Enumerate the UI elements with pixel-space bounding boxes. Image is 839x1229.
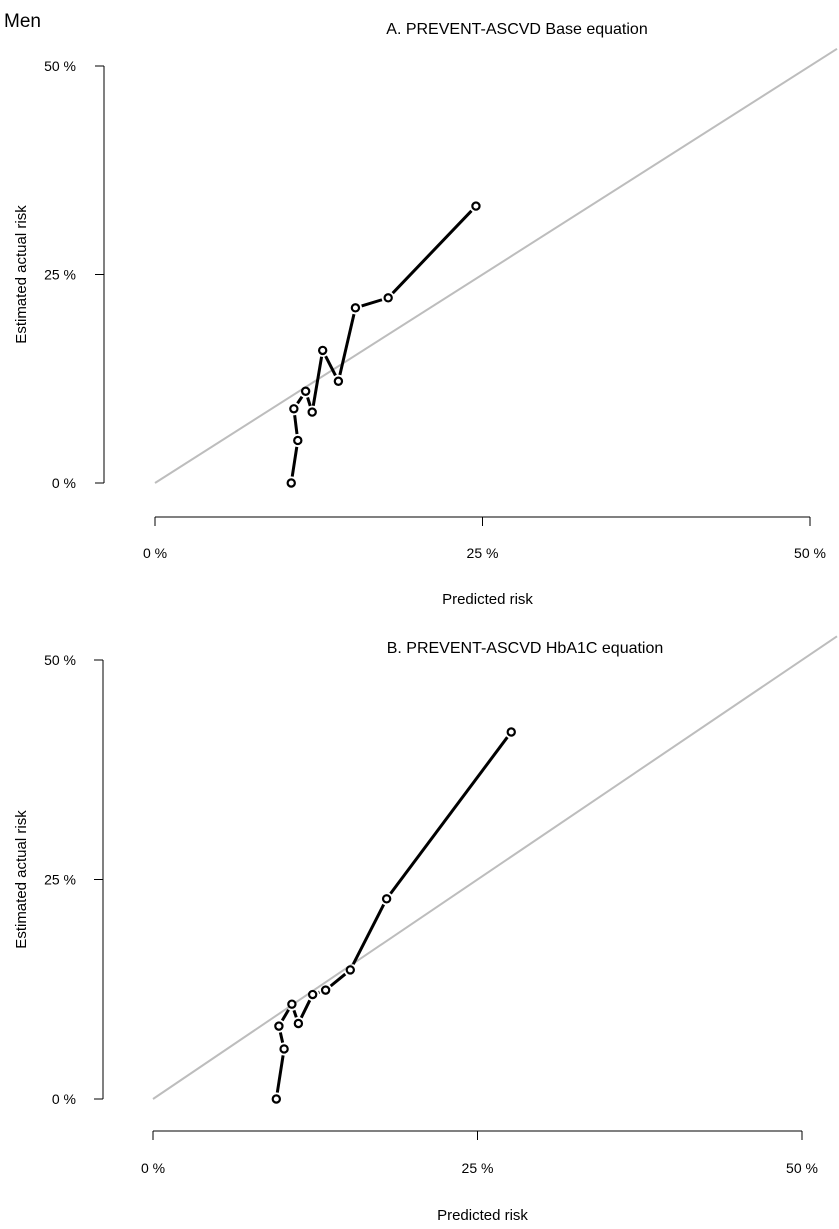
x-tick-label: 0 % xyxy=(143,545,167,561)
y-tick-label: 0 % xyxy=(52,1091,76,1107)
data-point xyxy=(345,965,355,975)
data-point xyxy=(471,201,481,211)
group-label: Men xyxy=(4,11,41,32)
data-point xyxy=(317,345,328,356)
series-segment xyxy=(361,298,383,308)
series-segment xyxy=(329,972,347,988)
series-segment xyxy=(299,999,312,1019)
data-point xyxy=(381,894,392,904)
series-segment xyxy=(292,1009,298,1018)
series-segment xyxy=(338,313,356,376)
data-point xyxy=(274,1021,284,1031)
series-segment xyxy=(293,415,299,435)
data-point xyxy=(307,989,318,1000)
data-point xyxy=(307,407,317,417)
y-tick-label: 25 % xyxy=(44,872,76,888)
series-segment xyxy=(296,395,304,405)
y-tick-label: 50 % xyxy=(44,58,76,74)
data-point xyxy=(333,376,344,386)
series-segment xyxy=(290,446,299,477)
series-segment xyxy=(275,1055,285,1093)
data-point xyxy=(289,404,299,414)
chart-title: A. PREVENT-ASCVD Base equation xyxy=(386,21,647,38)
data-point xyxy=(271,1094,282,1104)
x-tick-label: 25 % xyxy=(462,1160,494,1176)
panel-b: B. PREVENT-ASCVD HbA1C equation 0 % 25 % 50… xyxy=(13,635,838,1224)
x-tick-label: 50 % xyxy=(794,545,826,561)
series-segment xyxy=(306,397,312,407)
data-point xyxy=(350,303,361,313)
data-point xyxy=(286,478,296,488)
x-tick-label: 50 % xyxy=(786,1160,818,1176)
series-segment xyxy=(278,1032,285,1043)
x-tick-label: 25 % xyxy=(467,545,499,561)
data-point xyxy=(287,999,297,1009)
data-point xyxy=(279,1044,289,1054)
series-segment xyxy=(280,1009,290,1022)
y-tick-label: 0 % xyxy=(52,475,76,491)
x-tick-label: 0 % xyxy=(141,1160,165,1176)
data-point xyxy=(300,386,311,396)
series-segment xyxy=(391,209,473,295)
y-tick-label: 50 % xyxy=(44,652,76,668)
reference-line xyxy=(154,47,838,484)
x-axis-label: Predicted risk xyxy=(442,591,533,608)
data-point xyxy=(293,435,303,446)
data-point xyxy=(506,727,516,737)
y-tick-label: 25 % xyxy=(44,267,76,283)
data-point xyxy=(383,293,393,303)
x-axis-label: Predicted risk xyxy=(437,1207,528,1224)
series-segment xyxy=(324,355,337,377)
data-point xyxy=(320,985,331,995)
y-axis-label: Estimated actual risk xyxy=(13,810,30,949)
series-segment xyxy=(311,356,324,406)
series-segment xyxy=(389,736,509,895)
reference-line xyxy=(152,635,838,1100)
panel-a: A. PREVENT-ASCVD Base equation 0 % 25 % 50 … xyxy=(13,21,838,608)
y-axis-label: Estimated actual risk xyxy=(13,205,30,344)
data-point xyxy=(293,1018,304,1029)
series-segment xyxy=(351,903,386,965)
chart-title: B. PREVENT-ASCVD HbA1C equation xyxy=(387,640,664,657)
